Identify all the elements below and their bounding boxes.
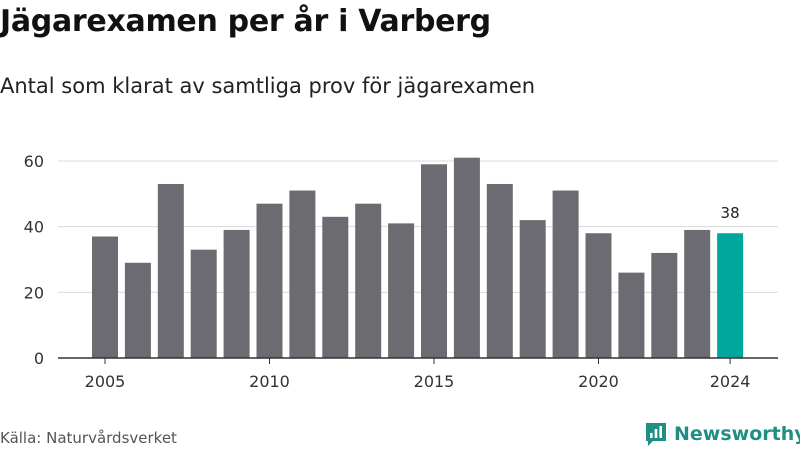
bar-2010 <box>256 203 283 358</box>
bar-2008 <box>190 249 217 358</box>
chart-title: Jägarexamen per år i Varberg <box>0 4 491 39</box>
brand-logo: Newsworthy <box>644 419 800 449</box>
y-tick-label-0: 0 <box>34 349 44 368</box>
bars: 38 <box>92 157 744 358</box>
bar-2013 <box>355 203 382 358</box>
bar-2009 <box>223 229 250 358</box>
chart-subtitle: Antal som klarat av samtliga prov för jä… <box>0 74 536 98</box>
bar-2024 <box>717 233 744 358</box>
data-label-2024: 38 <box>721 204 740 222</box>
bar-2011 <box>289 190 316 358</box>
bar-2006 <box>124 262 151 358</box>
newsworthy-icon <box>646 423 666 446</box>
bar-2014 <box>388 223 415 358</box>
bar-2005 <box>92 236 118 358</box>
bar-2018 <box>519 220 546 358</box>
bar-chart: 38 0 20 40 60 2005 2010 2015 2020 2024 <box>24 152 778 391</box>
bar-2020 <box>585 233 612 358</box>
source-note: Källa: Naturvårdsverket <box>0 429 177 447</box>
x-tick-label-2024: 2024 <box>710 372 751 391</box>
y-tick-label-20: 20 <box>24 283 44 302</box>
brand-name: Newsworthy <box>674 423 800 445</box>
bar-2007 <box>157 183 184 358</box>
x-tick-label-2015: 2015 <box>414 372 455 391</box>
bar-2016 <box>453 157 480 358</box>
bar-2021 <box>618 272 645 358</box>
y-tick-label-40: 40 <box>24 218 44 237</box>
x-tick-label-2010: 2010 <box>249 372 290 391</box>
x-tick-label-2020: 2020 <box>578 372 619 391</box>
x-tick-label-2005: 2005 <box>85 372 126 391</box>
bar-2023 <box>684 229 711 358</box>
y-tick-label-60: 60 <box>24 152 44 171</box>
bar-2022 <box>651 252 678 358</box>
bar-2012 <box>322 216 349 358</box>
bar-2015 <box>421 164 447 358</box>
bar-2019 <box>552 190 579 358</box>
bar-2017 <box>486 183 513 358</box>
axes: 0 20 40 60 2005 2010 2015 2020 2024 <box>24 152 778 391</box>
